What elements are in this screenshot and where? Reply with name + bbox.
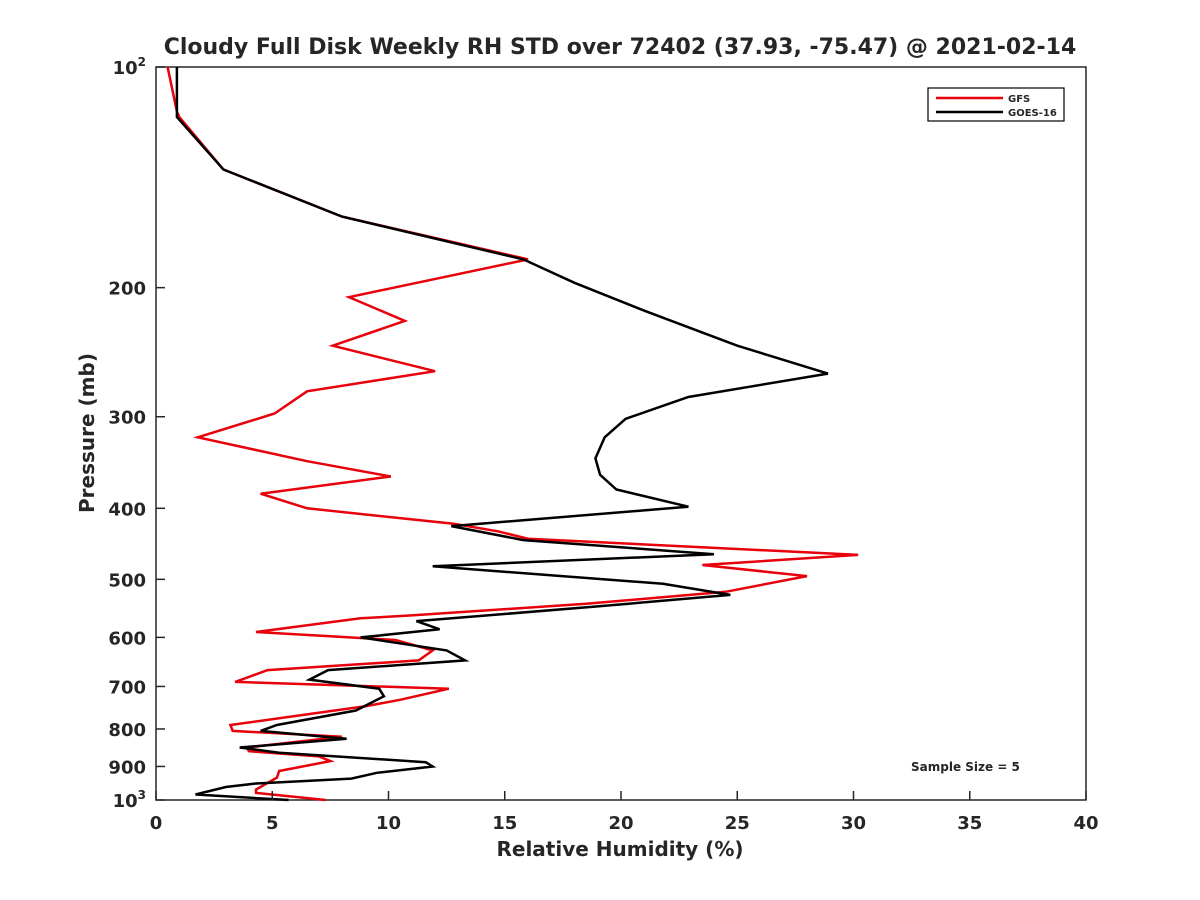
plot-area <box>155 66 1087 801</box>
y-tick-label: 500 <box>108 570 146 591</box>
x-tick-label: 15 <box>492 813 517 834</box>
y-tick-label: 600 <box>108 628 146 649</box>
y-axis: 102 200 300 400 500 600 700 800 900 103 <box>108 55 165 812</box>
y-tick-label: 900 <box>108 757 146 778</box>
legend-label: GOES-16 <box>1008 108 1057 119</box>
y-tick-label: 400 <box>108 499 146 520</box>
legend-label: GFS <box>1008 94 1030 105</box>
x-tick-label: 35 <box>957 813 982 834</box>
x-tick-label: 40 <box>1073 813 1098 834</box>
x-tick-label: 10 <box>376 813 401 834</box>
y-tick-label: 103 <box>113 788 146 812</box>
y-tick-label: 200 <box>108 279 146 300</box>
x-tick-label: 5 <box>266 813 279 834</box>
series-layer <box>166 66 859 802</box>
legend-box <box>927 87 1065 122</box>
x-axis-label: Relative Humidity (%) <box>496 837 743 861</box>
x-tick-label: 20 <box>608 813 633 834</box>
x-tick-label: 25 <box>725 813 750 834</box>
y-tick-label: 102 <box>113 55 146 79</box>
y-axis-label: Pressure (mb) <box>75 353 99 513</box>
sample-size-annotation: Sample Size = 5 <box>911 760 1020 774</box>
series-line-goes-16 <box>175 67 829 802</box>
y-tick-label: 300 <box>108 408 146 429</box>
x-axis: 0 5 10 15 20 25 30 35 40 <box>150 791 1099 834</box>
chart-title: Cloudy Full Disk Weekly RH STD over 7240… <box>164 35 1077 60</box>
x-tick-label: 0 <box>150 813 163 834</box>
y-tick-label: 800 <box>108 720 146 741</box>
legend: GFS GOES-16 <box>927 87 1065 122</box>
x-tick-label: 30 <box>841 813 866 834</box>
y-tick-label: 700 <box>108 677 146 698</box>
